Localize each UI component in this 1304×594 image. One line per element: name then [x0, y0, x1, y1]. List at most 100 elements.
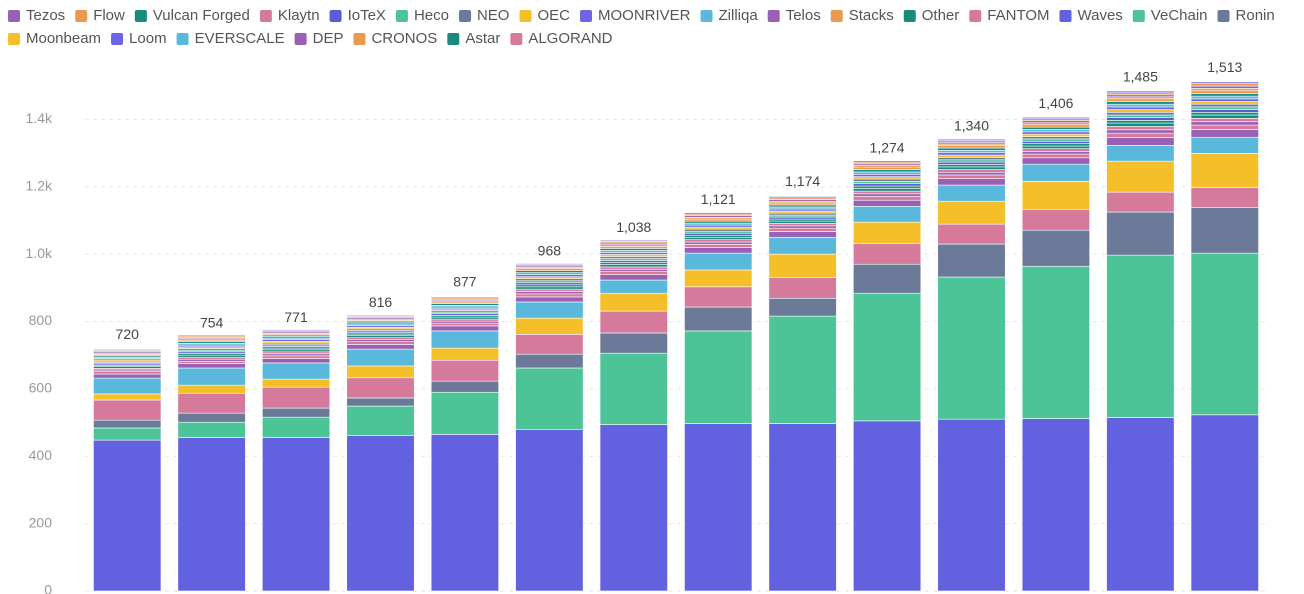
- bar-segment: [515, 284, 584, 288]
- legend-item: Heco: [395, 7, 449, 24]
- legend-label: CRONOS: [371, 30, 437, 47]
- bar-segment: [684, 423, 753, 592]
- bar-segment: [684, 224, 753, 228]
- bar-segment: [430, 330, 499, 349]
- bar-segment: [937, 145, 1006, 149]
- bar-segment: [599, 332, 668, 354]
- bar-segment: [768, 210, 837, 214]
- bar-segment: [177, 412, 246, 423]
- legend-label: Flow: [93, 7, 125, 24]
- bar-segment: [852, 171, 922, 175]
- legend-item: Flow: [75, 7, 125, 24]
- total-label: 816: [369, 294, 393, 310]
- bar-segment: [599, 258, 668, 261]
- legend-label: NEO: [477, 7, 510, 24]
- legend-swatch: [8, 10, 20, 22]
- bar-segment: [768, 225, 837, 229]
- bar-segment: [768, 206, 837, 210]
- bar-segment: [937, 174, 1006, 179]
- legend-item: Astar: [447, 30, 500, 47]
- bar-segment: [937, 223, 1006, 245]
- legend-swatch: [1217, 10, 1230, 22]
- legend-swatch: [700, 10, 713, 22]
- bar-segment: [1190, 98, 1259, 102]
- bar-segment: [684, 228, 753, 232]
- bar-segment: [684, 218, 753, 222]
- legend-label: Astar: [465, 30, 500, 47]
- bar-segment: [1106, 132, 1175, 138]
- y-tick-label: 1.0k: [26, 245, 53, 261]
- bar-segment: [599, 250, 668, 253]
- legend-swatch: [329, 10, 342, 22]
- bar-segment: [1190, 187, 1259, 208]
- total-label: 1,038: [616, 219, 651, 235]
- legend-swatch: [903, 10, 916, 22]
- bar-segment: [1190, 109, 1259, 113]
- bar-segment: [1106, 254, 1175, 418]
- legend-item: Waves: [1059, 7, 1123, 24]
- bar-segment: [1106, 191, 1175, 213]
- bar-segment: [261, 351, 331, 355]
- bar-segment: [1021, 117, 1091, 120]
- bar-segment: [1106, 98, 1175, 102]
- legend-label: Other: [922, 7, 960, 24]
- bar-segment: [1106, 109, 1175, 113]
- bar-segment: [93, 373, 162, 379]
- bar-segment: [177, 384, 246, 394]
- bar-segment: [1021, 229, 1091, 267]
- bar-segment: [1190, 81, 1259, 84]
- bar-segment: [346, 435, 415, 592]
- bar-segment: [599, 292, 668, 312]
- bar-segment: [177, 421, 246, 438]
- bar-segment: [261, 362, 331, 380]
- bar-segment: [852, 185, 922, 189]
- bar-segment: [937, 150, 1006, 154]
- bar-segment: [515, 291, 584, 295]
- bar-segment: [768, 216, 837, 220]
- bar-segment: [1190, 252, 1259, 416]
- bar-segment: [177, 356, 246, 360]
- bar-segment: [684, 230, 753, 234]
- bar-segment: [684, 269, 753, 288]
- legend-label: DEP: [313, 30, 344, 47]
- total-label: 877: [453, 273, 477, 289]
- legend-label: Klaytn: [278, 7, 320, 24]
- bar-segment: [937, 152, 1006, 156]
- bar-segment: [1106, 94, 1175, 98]
- bar-segment: [1190, 136, 1259, 154]
- bar-segment: [261, 353, 331, 357]
- legend-swatch: [510, 33, 523, 45]
- bar-segment: [852, 160, 922, 163]
- y-tick-label: 600: [29, 380, 53, 396]
- bar-segment: [93, 377, 162, 395]
- bar-segment: [1190, 129, 1259, 138]
- bar-segment: [1190, 83, 1259, 87]
- bar-segment: [937, 276, 1006, 420]
- bar-segment: [1021, 129, 1091, 133]
- bar-segment: [1190, 106, 1259, 110]
- legend-item: Other: [903, 7, 960, 24]
- bar-segment: [852, 205, 922, 223]
- bar-segment: [684, 222, 753, 226]
- bar-segment: [1021, 126, 1091, 130]
- bar-segment: [768, 218, 837, 222]
- legend-swatch: [447, 33, 460, 45]
- bar-segment: [852, 176, 922, 180]
- bar-segment: [1021, 143, 1091, 147]
- bar-segment: [768, 208, 837, 212]
- legend-swatch: [75, 10, 88, 22]
- legend-label: Moonbeam: [26, 30, 101, 47]
- bar-segment: [430, 325, 499, 332]
- legend-item: Vulcan Forged: [134, 7, 250, 24]
- legend-label: FANTOM: [987, 7, 1049, 24]
- bar-segment: [684, 212, 753, 215]
- bar-segment: [1190, 118, 1259, 123]
- bar-segment: [1190, 93, 1259, 97]
- bar-segment: [852, 183, 922, 187]
- bar-segment: [599, 254, 668, 257]
- bar-segment: [1106, 101, 1175, 105]
- bar-segment: [937, 169, 1006, 173]
- total-label: 754: [200, 315, 224, 331]
- bar-segment: [1106, 137, 1175, 146]
- bar-segment: [1190, 206, 1259, 254]
